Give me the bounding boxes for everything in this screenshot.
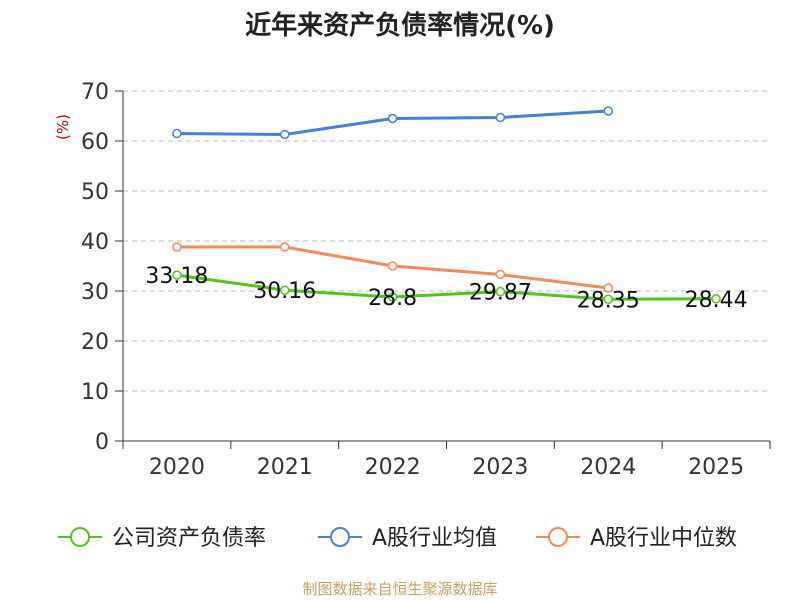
legend-marker — [330, 527, 350, 547]
series-point — [495, 286, 506, 297]
series-point — [280, 242, 290, 252]
y-tick-label: 50 — [81, 180, 109, 205]
x-tick-label: 2022 — [365, 455, 421, 480]
chart-title: 近年来资产负债率情况(%) — [245, 10, 555, 41]
x-tick-label: 2025 — [688, 455, 744, 480]
data-label: 33.18 — [145, 264, 208, 289]
legend-label: A股行业均值 — [372, 526, 497, 551]
series-point — [495, 112, 506, 123]
axes: 0 10 20 30 40 50 60 70 2020 2021 2022 2023 2024 2025 — [81, 80, 771, 480]
x-tick-label: 2023 — [472, 455, 528, 480]
x-tick-label: 2024 — [580, 455, 636, 480]
legend-marker — [548, 527, 568, 547]
series-lines — [172, 106, 721, 304]
y-tick-label: 0 — [95, 430, 109, 455]
series-point — [603, 106, 613, 116]
y-tick-label: 70 — [81, 80, 109, 105]
series-point — [387, 292, 398, 302]
y-axis-unit-label: (%) — [54, 114, 72, 140]
legend-marker — [70, 527, 90, 547]
series-line — [175, 273, 718, 301]
y-tick-label: 40 — [81, 230, 109, 255]
series-point — [280, 129, 290, 140]
series-point — [387, 261, 398, 271]
data-label: 28.44 — [685, 288, 748, 313]
y-tick-label: 30 — [81, 280, 109, 305]
series-point — [172, 128, 182, 139]
series-point — [495, 269, 506, 280]
series-point — [603, 294, 613, 304]
x-tick-label: 2020 — [149, 455, 205, 480]
data-label: 30.16 — [253, 279, 316, 304]
source-note: 制图数据来自恒生聚源数据库 — [302, 580, 497, 598]
legend: 公司资产负债率 A股行业均值 A股行业中位数 — [58, 526, 737, 551]
x-tick-label: 2021 — [257, 455, 313, 480]
grid-lines — [123, 90, 770, 392]
series-point — [280, 285, 290, 295]
data-label: 28.8 — [368, 286, 417, 311]
y-tick-label: 20 — [81, 330, 109, 355]
series-point — [711, 294, 721, 304]
legend-label: 公司资产负债率 — [112, 526, 266, 551]
series-point — [172, 242, 182, 252]
legend-label: A股行业中位数 — [590, 526, 737, 551]
y-tick-label: 10 — [81, 380, 109, 405]
data-label: 28.35 — [577, 288, 640, 313]
data-label: 29.87 — [469, 281, 532, 306]
series-point — [603, 283, 613, 293]
y-tick-label: 60 — [81, 130, 109, 155]
data-labels: 33.18 30.16 28.8 29.87 28.35 28.44 — [145, 264, 747, 313]
series-point — [172, 270, 182, 280]
series-point — [387, 113, 398, 124]
